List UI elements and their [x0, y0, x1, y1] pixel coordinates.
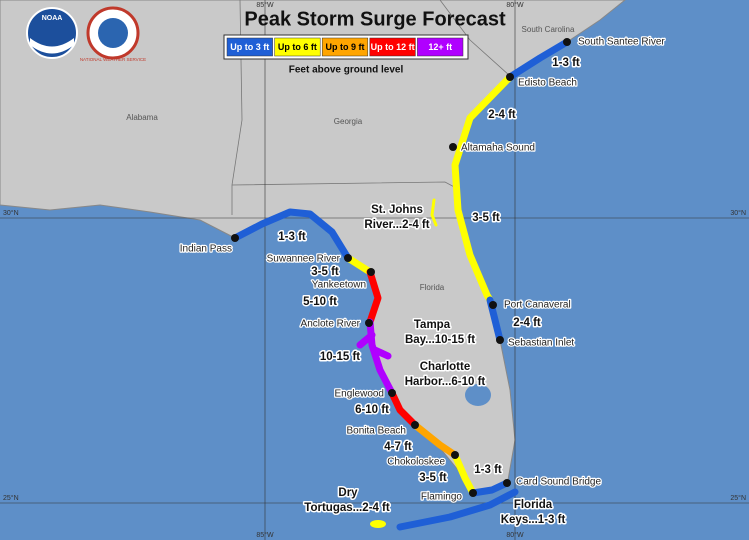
- coast-segment: [451, 451, 477, 497]
- location-dot: [496, 336, 504, 344]
- legend-label: Up to 12 ft: [371, 42, 415, 52]
- coast-segment: [388, 389, 419, 429]
- surge-label: 1-3 ft: [552, 57, 580, 69]
- location-dot: [365, 319, 373, 327]
- legend: Up to 3 ft Up to 6 ft Up to 9 ft Up to 12 f…: [223, 34, 469, 60]
- coast-segment: [366, 268, 382, 326]
- location-dot: [411, 421, 419, 429]
- graticule-label: 30°N: [3, 209, 19, 217]
- legend-swatch: [321, 37, 369, 57]
- state-label: Georgia: [334, 117, 363, 126]
- location-dot: [344, 254, 352, 262]
- location-dots: [231, 38, 571, 497]
- location-label: Chokoloskee: [387, 457, 445, 468]
- coast-segment: [506, 38, 571, 81]
- graticule-label: 80°W: [506, 1, 524, 9]
- logo-text: NATIONAL WEATHER SERVICE: [80, 57, 146, 62]
- coast-segment: [344, 254, 374, 276]
- legend-label: 12+ ft: [428, 42, 452, 52]
- location-label: Bonita Beach: [347, 426, 407, 437]
- nws-inner: [98, 18, 128, 48]
- surge-label: Bay...10-15 ft: [405, 334, 475, 346]
- legend-note: Feet above ground level: [289, 65, 404, 76]
- logo-text: NOAA: [42, 15, 63, 22]
- legend-label: Up to 9 ft: [326, 42, 365, 52]
- graticule-label: 25°N: [3, 494, 19, 502]
- location-label: Card Sound Bridge: [516, 477, 601, 488]
- surge-label: 3-5 ft: [311, 266, 339, 278]
- graticule-label: 25°N: [730, 494, 746, 502]
- surge-label: 4-7 ft: [384, 441, 412, 453]
- location-label: Indian Pass: [180, 244, 232, 255]
- lake-okeechobee: [465, 384, 491, 406]
- location-dot: [503, 479, 511, 487]
- coast-segment: [430, 198, 438, 227]
- coast-segment: [451, 73, 514, 304]
- legend-label: Up to 3 ft: [230, 42, 269, 52]
- legend-swatch: [274, 37, 321, 57]
- coast-segment: [370, 520, 386, 528]
- location-label: Flamingo: [421, 492, 463, 503]
- location-label: Altamaha Sound: [461, 143, 535, 154]
- graticule-label: 85°W: [256, 531, 274, 539]
- location-dot: [451, 451, 459, 459]
- noaa-wave: [30, 38, 74, 54]
- surge-label: 2-4 ft: [513, 317, 541, 329]
- graticule-label: 85°W: [256, 1, 274, 9]
- legend-swatch: [226, 37, 273, 57]
- surge-label: Charlotte: [420, 361, 470, 373]
- location-dot: [506, 73, 514, 81]
- location-dot: [388, 389, 396, 397]
- surge-label: 3-5 ft: [472, 212, 500, 224]
- surge-label: Tortugas...2-4 ft: [304, 502, 390, 514]
- surge-label: 6-10 ft: [355, 404, 389, 416]
- surge-label: Keys...1-3 ft: [501, 514, 566, 526]
- location-dot: [449, 143, 457, 151]
- location-label: Sebastian Inlet: [508, 338, 574, 349]
- location-dot: [367, 268, 375, 276]
- graticule-label: 30°N: [730, 209, 746, 217]
- location-dot: [469, 489, 477, 497]
- logos: NOAA NATIONAL WEATHER SERVICE: [26, 6, 146, 62]
- surge-label: Florida: [514, 499, 553, 511]
- location-dot: [563, 38, 571, 46]
- state-label: Florida: [420, 283, 445, 292]
- location-label: Englewood: [335, 389, 384, 400]
- surge-label: 10-15 ft: [320, 351, 360, 363]
- coast-segment: [469, 479, 511, 497]
- surge-segments: [231, 38, 571, 531]
- surge-label: 2-4 ft: [488, 109, 516, 121]
- location-label: South Santee River: [578, 37, 665, 48]
- location-label: Port Canaveral: [504, 300, 571, 311]
- coast-segment: [231, 208, 352, 262]
- location-dot: [231, 234, 239, 242]
- location-label: Anclote River: [301, 319, 361, 330]
- state-label: South Carolina: [522, 25, 575, 34]
- title: Peak Storm Surge Forecast: [244, 8, 506, 30]
- surge-label: Dry: [338, 487, 358, 499]
- legend-swatch: [369, 37, 416, 57]
- surge-label: 5-10 ft: [303, 296, 337, 308]
- location-label: Edisto Beach: [518, 78, 577, 89]
- coast-segment: [356, 331, 392, 360]
- coast-segment: [411, 421, 459, 459]
- surge-label: Harbor...6-10 ft: [405, 376, 486, 388]
- location-dot: [489, 301, 497, 309]
- legend-swatch: [417, 37, 464, 57]
- surge-label: Tampa: [414, 319, 451, 331]
- graticule-label: 80°W: [506, 531, 524, 539]
- coast-segment: [396, 488, 519, 531]
- location-label: Suwannee River: [267, 254, 341, 265]
- location-label: Yankeetown: [312, 280, 366, 291]
- surge-label: St. Johns: [371, 204, 423, 216]
- legend-label: Up to 6 ft: [278, 42, 317, 52]
- surge-label: 3-5 ft: [419, 472, 447, 484]
- surge-label: 1-3 ft: [278, 231, 306, 243]
- surge-label: River...2-4 ft: [364, 219, 429, 231]
- state-label: Alabama: [126, 113, 158, 122]
- surge-label: 1-3 ft: [474, 464, 502, 476]
